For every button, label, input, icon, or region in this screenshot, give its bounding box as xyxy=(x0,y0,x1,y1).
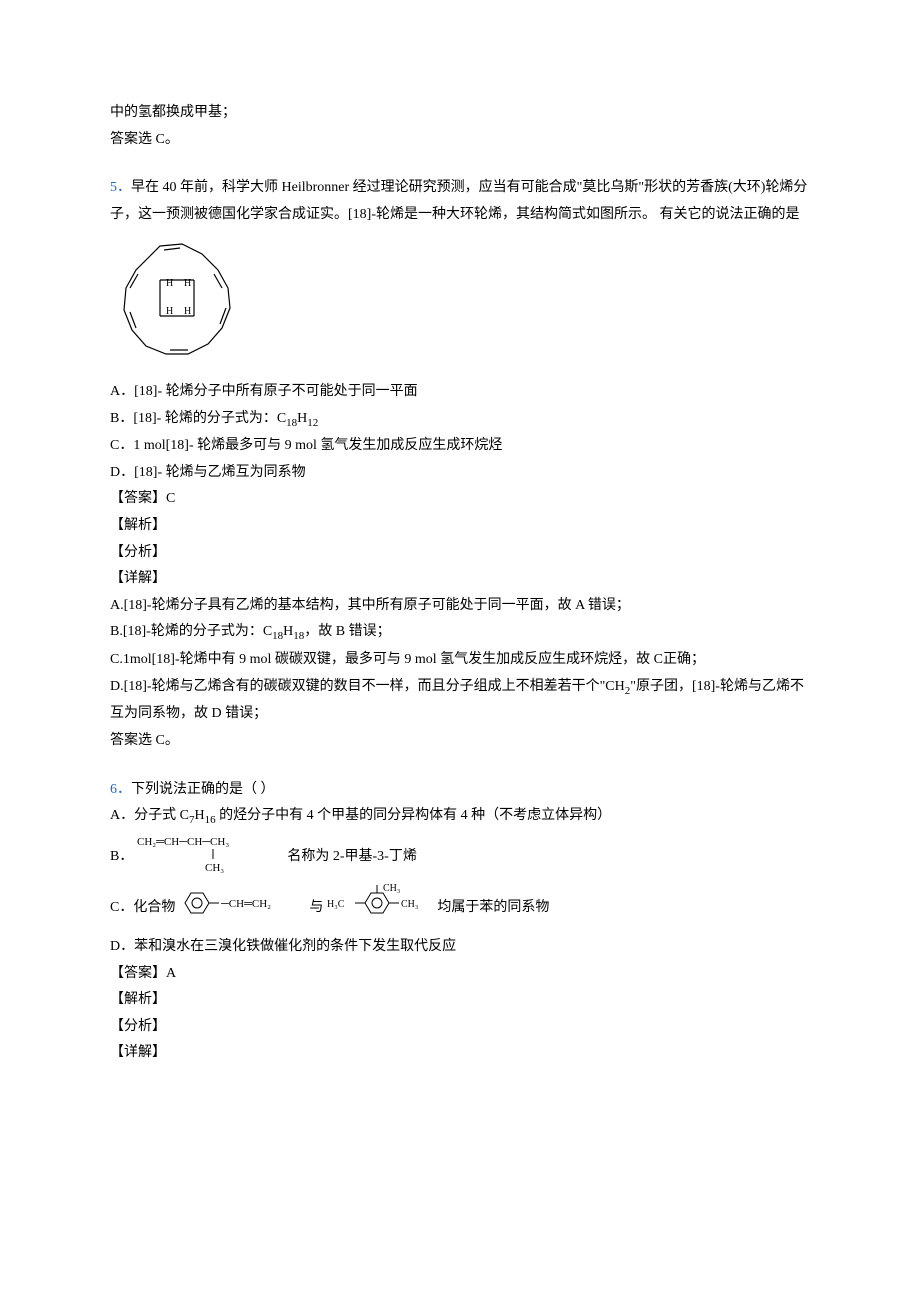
q6-optC-mid: 与 xyxy=(309,895,323,922)
optB-label: B． xyxy=(110,406,133,433)
optD-label: D． xyxy=(110,460,134,487)
q5-optA: A．[18]- 轮烯分子中所有原子不可能处于同一平面 xyxy=(110,379,810,406)
q6-optC: C． 化合物 ─CH═CH₂ 与 H₃C CH₃ CH₃ xyxy=(110,883,810,934)
q5-stem: 5．早在 40 年前，科学大师 Heilbronner 经过理论研究预测，应当有… xyxy=(110,175,810,228)
q6-optA-pre: 分子式 C xyxy=(134,808,189,823)
optB-pre: [18]- 轮烯的分子式为：C xyxy=(133,411,286,426)
q6-optC-label: C． xyxy=(110,895,133,922)
q5-detB-post: ，故 B 错误； xyxy=(304,624,390,639)
q5-detD-pre: D.[18]-轮烯与乙烯含有的碳碳双键的数目不一样，而且分子组成上不相差若干个"… xyxy=(110,679,625,694)
q5-detB-s2: 18 xyxy=(293,630,304,642)
q5-number: 5． xyxy=(110,180,131,195)
q5-xiangjie: 【详解】 xyxy=(110,566,810,593)
q6-fenxi: 【分析】 xyxy=(110,1014,810,1041)
q5-jiexi: 【解析】 xyxy=(110,513,810,540)
optC-text: 1 mol[18]- 轮烯最多可与 9 mol 氢气发生加成反应生成环烷烃 xyxy=(133,438,502,453)
svg-text:─CH═CH₂: ─CH═CH₂ xyxy=(220,898,271,910)
q6-optA-mid: H xyxy=(194,808,204,823)
q5-detB-s1: 18 xyxy=(272,630,283,642)
q6-optD-text: 苯和溴水在三溴化铁做催化剂的条件下发生取代反应 xyxy=(134,939,456,954)
q5-detB: B.[18]-轮烯的分子式为：C18H18，故 B 错误； xyxy=(110,619,810,647)
q6-stem-text: 下列说法正确的是（ ） xyxy=(131,782,275,797)
q5-optC: C．1 mol[18]- 轮烯最多可与 9 mol 氢气发生加成反应生成环烷烃 xyxy=(110,433,810,460)
svg-text:H: H xyxy=(166,306,173,317)
svg-text:H: H xyxy=(166,278,173,289)
svg-text:CH₃: CH₃ xyxy=(383,883,400,894)
annulene-structure-diagram: H H H H xyxy=(110,234,810,375)
q5-stem-text: 早在 40 年前，科学大师 Heilbronner 经过理论研究预测，应当有可能… xyxy=(110,180,807,222)
optD-text: [18]- 轮烯与乙烯互为同系物 xyxy=(134,465,306,480)
structure-2-methyl-3-butene: CH₂═CH─CH─CH₃ CH₃ xyxy=(135,831,285,884)
q5-fenxi: 【分析】 xyxy=(110,540,810,567)
q6-stem: 6．下列说法正确的是（ ） xyxy=(110,777,810,804)
q5-detC: C.1mol[18]-轮烯中有 9 mol 碳碳双键，最多可与 9 mol 氢气… xyxy=(110,647,810,674)
svg-text:CH₃: CH₃ xyxy=(401,899,418,910)
optB-mid: H xyxy=(297,411,307,426)
q6-optC-post: 均属于苯的同系物 xyxy=(437,895,549,922)
q5-detA: A.[18]-轮烯分子具有乙烯的基本结构，其中所有原子可能处于同一平面，故 A … xyxy=(110,593,810,620)
svg-text:CH₂═CH─CH─CH₃: CH₂═CH─CH─CH₃ xyxy=(137,836,229,848)
intro-line2: 答案选 C。 xyxy=(110,127,810,154)
q5-detB-pre: B.[18]-轮烯的分子式为：C xyxy=(110,624,272,639)
q5-answer: 【答案】C xyxy=(110,486,810,513)
q6-xiangjie: 【详解】 xyxy=(110,1040,810,1067)
svg-text:H₃C: H₃C xyxy=(327,899,345,910)
optA-text: [18]- 轮烯分子中所有原子不可能处于同一平面 xyxy=(134,384,418,399)
q6-optB-post: 名称为 2-甲基-3-丁烯 xyxy=(287,844,417,871)
q6-optA-s2: 16 xyxy=(205,814,216,826)
svg-text:H: H xyxy=(184,278,191,289)
structure-styrene: ─CH═CH₂ xyxy=(177,886,307,931)
optB-sub1: 18 xyxy=(286,416,297,428)
q6-jiexi: 【解析】 xyxy=(110,987,810,1014)
optC-label: C． xyxy=(110,433,133,460)
q6-optA-post: 的烃分子中有 4 个甲基的同分异构体有 4 种（不考虑立体异构） xyxy=(216,808,612,823)
q5-concl: 答案选 C。 xyxy=(110,728,810,755)
q5-optD: D．[18]- 轮烯与乙烯互为同系物 xyxy=(110,460,810,487)
q6-number: 6． xyxy=(110,782,131,797)
optA-label: A． xyxy=(110,379,134,406)
q5-detB-mid: H xyxy=(283,624,293,639)
structure-trimethylbenzene: H₃C CH₃ CH₃ xyxy=(325,883,435,934)
q6-optB-label: B． xyxy=(110,844,133,871)
svg-text:CH₃: CH₃ xyxy=(205,862,224,873)
q6-optD: D．苯和溴水在三溴化铁做催化剂的条件下发生取代反应 xyxy=(110,934,810,961)
intro-line1: 中的氢都换成甲基； xyxy=(110,100,810,127)
q5-detD: D.[18]-轮烯与乙烯含有的碳碳双键的数目不一样，而且分子组成上不相差若干个"… xyxy=(110,674,810,728)
q6-optA: A．分子式 C7H16 的烃分子中有 4 个甲基的同分异构体有 4 种（不考虑立… xyxy=(110,803,810,831)
q6-optD-label: D． xyxy=(110,934,134,961)
q6-optB: B． CH₂═CH─CH─CH₃ CH₃ 名称为 2-甲基-3-丁烯 xyxy=(110,831,810,884)
q5-optB: B．[18]- 轮烯的分子式为：C18H12 xyxy=(110,406,810,434)
svg-text:H: H xyxy=(184,306,191,317)
q6-answer: 【答案】A xyxy=(110,961,810,988)
q6-optA-label: A． xyxy=(110,803,134,830)
q6-optC-pre: 化合物 xyxy=(133,895,175,922)
optB-sub2: 12 xyxy=(307,416,318,428)
